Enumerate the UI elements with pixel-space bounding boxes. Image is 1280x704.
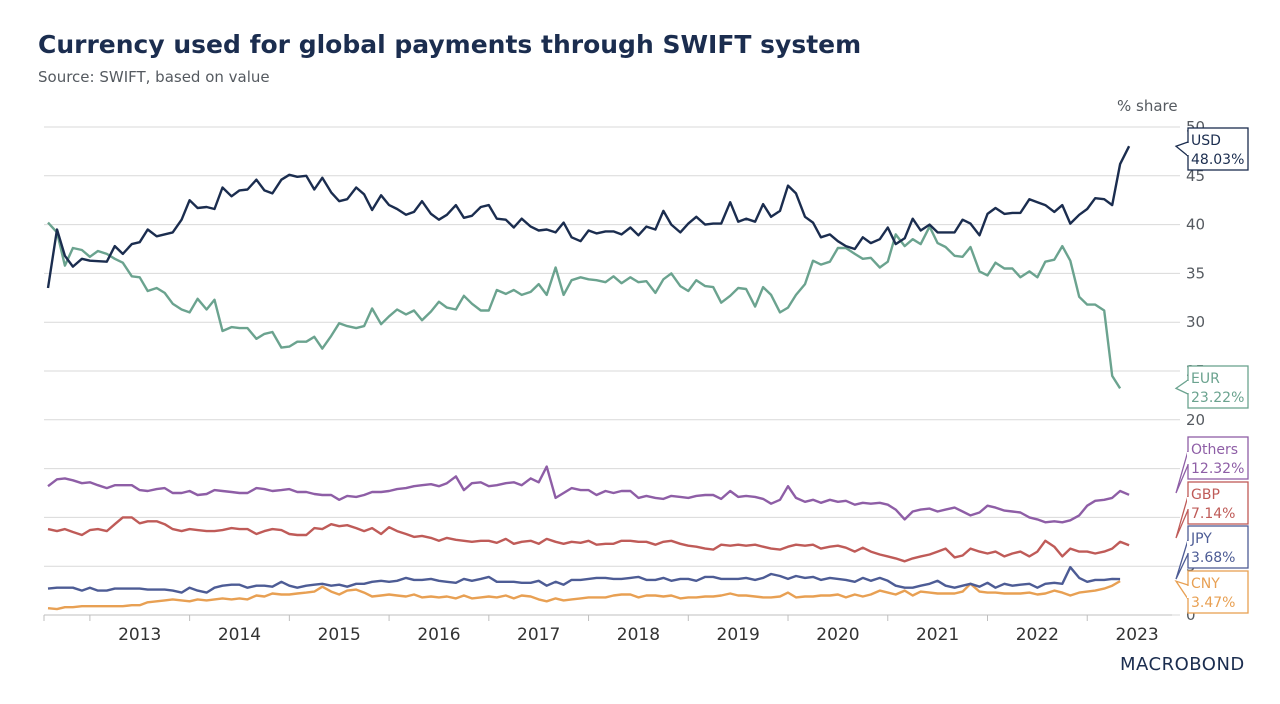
y-tick-label-20: 20	[1186, 411, 1205, 429]
end-label-name: GBP	[1191, 487, 1220, 503]
end-label-pointer	[1174, 141, 1189, 157]
y-tick-label-35: 35	[1186, 264, 1205, 282]
y-tick-label-40: 40	[1186, 216, 1205, 234]
series-line-eur	[47, 221, 1122, 390]
end-label-box	[1187, 570, 1249, 614]
x-tick-label-2018: 2018	[617, 625, 660, 645]
x-tick-label-2021: 2021	[916, 625, 959, 645]
end-label-box	[1187, 525, 1249, 569]
y-tick-label-30: 30	[1186, 313, 1205, 331]
x-tick-label-2017: 2017	[517, 625, 560, 645]
end-label-name: EUR	[1191, 371, 1220, 387]
end-label-name: Others	[1191, 442, 1238, 458]
end-label-value: 7.14%	[1191, 506, 1235, 522]
end-label-pointer	[1175, 539, 1189, 580]
x-tick-label-2014: 2014	[218, 625, 261, 645]
end-label-jpy: JPY 3.68%	[1175, 525, 1249, 580]
macrobond-logo: MACROBOND	[1120, 654, 1245, 675]
x-tick-label-2015: 2015	[318, 625, 361, 645]
series-line-others	[47, 465, 1130, 524]
end-label-pointer	[1174, 379, 1189, 395]
series-line-usd	[46, 145, 1131, 289]
end-label-usd: USD 48.03%	[1174, 127, 1249, 171]
end-label-eur: EUR 23.22%	[1174, 365, 1249, 409]
series-line-cny	[47, 580, 1121, 611]
end-label-value: 23.22%	[1191, 390, 1244, 406]
x-tick-label-2016: 2016	[417, 625, 460, 645]
y-tick-label-45: 45	[1186, 167, 1205, 185]
end-label-value: 12.32%	[1191, 461, 1244, 477]
series-line-gbp	[47, 516, 1130, 563]
end-label-name: USD	[1191, 133, 1221, 149]
end-label-name: CNY	[1191, 576, 1220, 592]
end-label-others: Others 12.32%	[1175, 436, 1249, 494]
x-tick-label-2019: 2019	[717, 625, 760, 645]
x-tick-label-2023: 2023	[1115, 625, 1158, 645]
y-axis-label: % share	[1117, 97, 1178, 115]
series-line-jpy	[47, 566, 1121, 594]
end-label-pointer	[1174, 579, 1189, 600]
end-label-box	[1187, 365, 1249, 409]
end-label-pointer	[1175, 450, 1189, 494]
end-label-pointer	[1175, 495, 1189, 539]
y-tick-label-0: 0	[1186, 606, 1196, 624]
series-lines	[46, 145, 1131, 611]
end-label-box	[1187, 127, 1249, 171]
end-label-value: 3.47%	[1191, 595, 1235, 611]
x-tick-label-2020: 2020	[816, 625, 859, 645]
end-label-gbp: GBP 7.14%	[1175, 481, 1249, 539]
end-labels: USD 48.03% EUR 23.22% Others 12.32% GBP 7.14% JP…	[1174, 127, 1249, 614]
end-label-cny: CNY 3.47%	[1174, 570, 1249, 614]
x-tick-label-2013: 2013	[118, 625, 161, 645]
x-tick-label-2022: 2022	[1016, 625, 1059, 645]
end-label-value: 48.03%	[1191, 152, 1244, 168]
end-label-name: JPY	[1190, 531, 1212, 547]
gridlines	[44, 126, 1180, 616]
chart-title: Currency used for global payments throug…	[38, 30, 862, 59]
end-label-value: 3.68%	[1191, 550, 1235, 566]
chart-subtitle: Source: SWIFT, based on value	[38, 68, 270, 86]
